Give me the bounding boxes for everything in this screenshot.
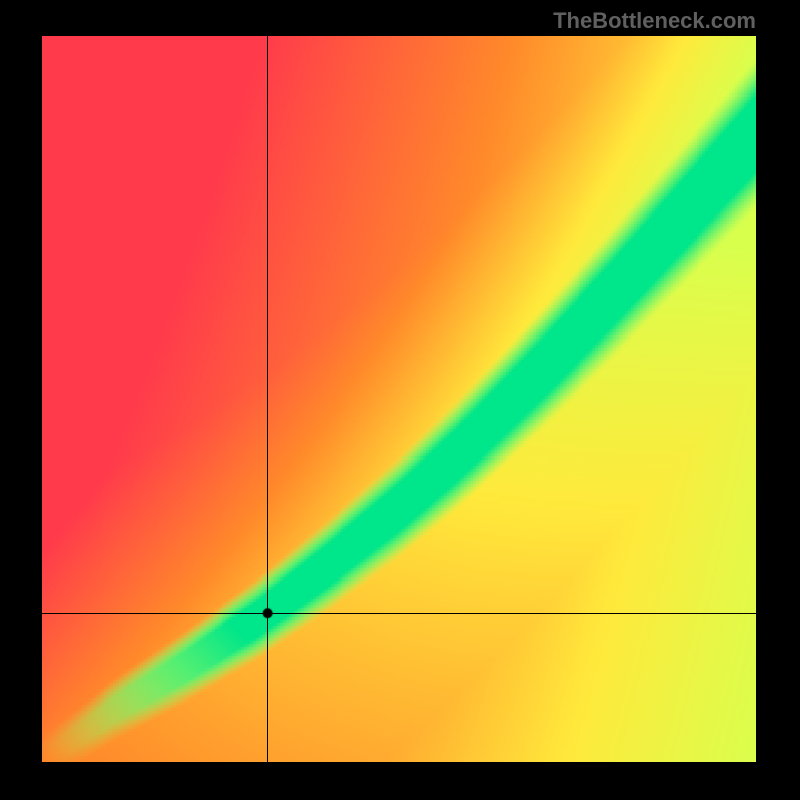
chart-container: TheBottleneck.com bbox=[0, 0, 800, 800]
crosshair-point-layer bbox=[0, 0, 800, 800]
watermark-text: TheBottleneck.com bbox=[553, 8, 756, 34]
